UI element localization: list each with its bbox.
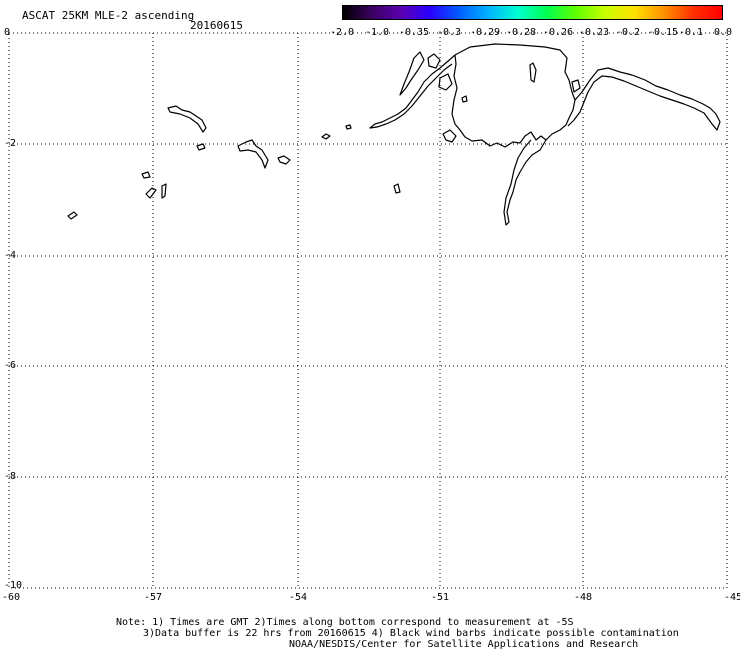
coastline-west-islet-b <box>438 73 453 91</box>
coastline-west-fragment-b <box>345 124 352 130</box>
color-scale-segment <box>692 6 723 19</box>
latitude-label: -10 <box>4 580 23 591</box>
coastline-west-islet-a <box>427 53 441 69</box>
color-scale-tick: -0.15 <box>647 27 679 38</box>
coastline-left-island-h <box>67 211 78 220</box>
coastline-left-island-d <box>277 155 291 165</box>
coastline-left-island-g <box>161 183 167 199</box>
footnote-line-3: NOAA/NESDIS/Center for Satellite Applica… <box>289 639 639 650</box>
coastline-left-island-b <box>196 143 206 151</box>
coastline-west-fragment <box>321 133 331 140</box>
longitude-label: -48 <box>573 592 593 603</box>
color-scale-segment <box>517 6 548 19</box>
map-title: ASCAT 25KM MLE-2 ascending <box>22 9 195 22</box>
color-scale-segment <box>488 6 518 19</box>
color-scale-segment <box>547 6 577 19</box>
coastline-west-inlet <box>399 51 425 96</box>
latitude-label: 0 <box>4 27 11 38</box>
longitude-label: -45 <box>723 592 740 603</box>
coastline-small-islet-east <box>461 95 468 103</box>
color-scale-tick: -0.35 <box>398 27 430 38</box>
footnote-line-2: 3)Data buffer is 22 hrs from 20160615 4)… <box>143 628 679 639</box>
color-scale-tick: -0.1 <box>678 27 704 38</box>
coastline-south-channel <box>503 139 547 226</box>
longitude-label: -51 <box>430 592 450 603</box>
map-gridlines <box>9 33 727 588</box>
coastline-left-island-c <box>237 139 269 169</box>
coastline-left-island-e <box>141 171 151 179</box>
color-scale-segment <box>634 6 664 19</box>
longitude-label: -60 <box>1 592 21 603</box>
color-scale-segment <box>372 6 402 19</box>
color-scale-segment <box>459 6 489 19</box>
color-scale-segment <box>605 6 635 19</box>
color-scale-bar <box>342 5 723 20</box>
coastline-island-inner <box>529 62 537 83</box>
map-date: 20160615 <box>190 19 243 32</box>
coastline <box>67 43 721 226</box>
color-scale-tick: -0.2 <box>615 27 641 38</box>
longitude-label: -57 <box>143 592 163 603</box>
latitude-label: -2 <box>4 138 17 149</box>
coastline-east-islet <box>571 79 581 93</box>
coastline-left-island-f <box>145 187 157 199</box>
footnote-line-1: Note: 1) Times are GMT 2)Times along bot… <box>116 617 574 628</box>
coastline-east-shore <box>567 67 721 131</box>
latitude-label: -8 <box>4 471 17 482</box>
color-scale-segment <box>430 6 460 19</box>
color-scale-segment <box>576 6 606 19</box>
color-scale-segment <box>401 6 431 19</box>
coastline-small-islet-mid <box>393 183 401 194</box>
longitude-label: -54 <box>288 592 308 603</box>
map-frame <box>8 32 728 589</box>
coastline-left-island-a <box>167 105 207 133</box>
latitude-label: -6 <box>4 360 17 371</box>
coastline-west-marajo <box>369 54 456 129</box>
coastline-river-mouth <box>442 129 457 143</box>
color-scale-segment <box>663 6 693 19</box>
coastline-main-estuary <box>451 43 576 148</box>
color-scale-segment <box>343 6 373 19</box>
color-scale-tick: 0.0 <box>713 27 733 38</box>
latitude-label: -4 <box>4 250 17 261</box>
